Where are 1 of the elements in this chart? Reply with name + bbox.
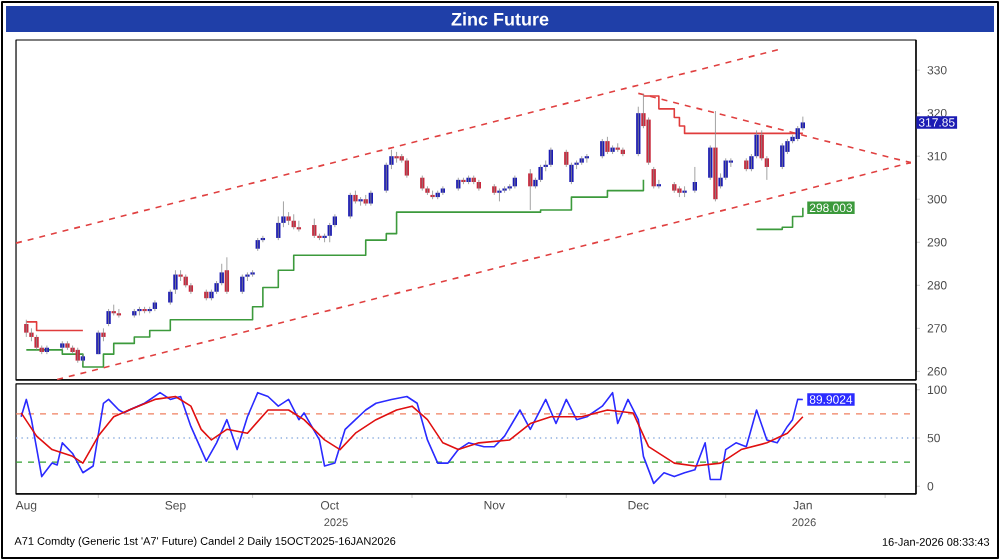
chart-title: Zinc Future: [451, 12, 549, 26]
